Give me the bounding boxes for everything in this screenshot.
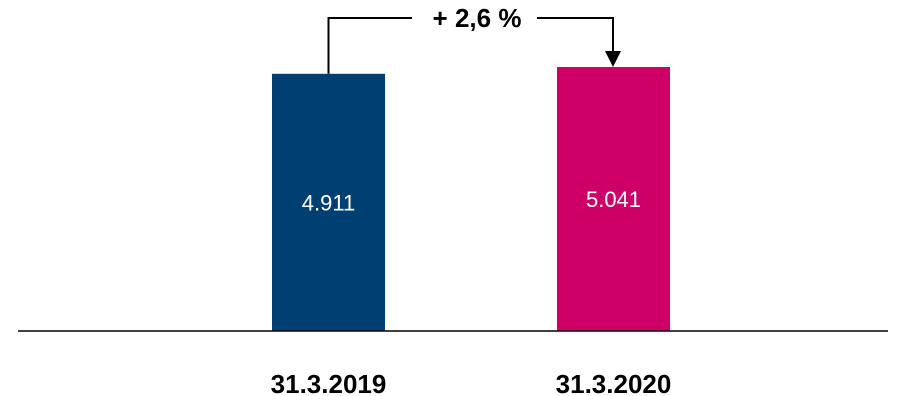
change-connector-right [537,17,614,51]
bar-31.3.2020 [557,67,670,331]
change-indicator: + 2,6 % [327,3,621,74]
category-label: 31.3.2019 [271,369,387,396]
bar-value-label: 4.911 [302,190,355,215]
category-labels: 31.3.2019 31.3.2020 [271,369,672,396]
change-percentage-label: + 2,6 % [433,3,522,33]
change-arrow-icon [605,51,621,67]
bar-value-label: 5.041 [586,187,641,212]
change-connector-left [327,17,412,74]
bar-value-labels: 4.911 5.041 [302,187,641,215]
bars [272,67,670,332]
bar-31.3.2019 [272,73,385,332]
category-label: 31.3.2020 [556,369,672,396]
